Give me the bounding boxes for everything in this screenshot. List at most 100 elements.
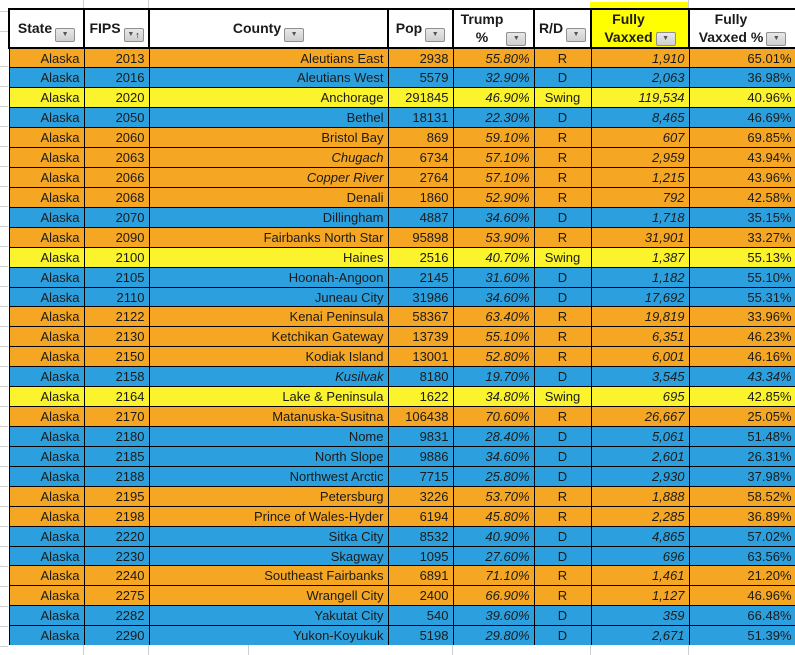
cell-fips[interactable]: 2060 xyxy=(83,127,150,149)
cell-fully-vaxxed[interactable]: 607 xyxy=(590,127,690,149)
header-state[interactable]: State ▼ xyxy=(8,8,85,49)
cell-fips[interactable]: 2070 xyxy=(83,206,150,228)
header-rd[interactable]: R/D ▼ xyxy=(533,8,592,49)
cell-fully-vaxxed[interactable]: 17,692 xyxy=(590,286,690,308)
cell-fully-vaxxed[interactable]: 1,127 xyxy=(590,585,690,607)
cell-fips[interactable]: 2020 xyxy=(83,87,150,109)
cell-fully-vaxxed[interactable]: 26,667 xyxy=(590,406,690,428)
filter-dropdown-icon[interactable]: ▼ xyxy=(566,28,587,43)
cell-state[interactable]: Alaska xyxy=(8,206,85,228)
cell-trump-pct[interactable]: 55.80% xyxy=(452,47,535,69)
cell-rd[interactable]: R xyxy=(533,47,592,69)
cell-fips[interactable]: 2230 xyxy=(83,545,150,567)
cell-state[interactable]: Alaska xyxy=(8,346,85,368)
cell-pop[interactable]: 5198 xyxy=(387,625,454,647)
cell-pop[interactable]: 4887 xyxy=(387,206,454,228)
cell-fips[interactable]: 2290 xyxy=(83,625,150,647)
cell-rd[interactable]: D xyxy=(533,286,592,308)
cell-fully-vaxxed-pct[interactable]: 43.96% xyxy=(688,167,795,188)
cell-trump-pct[interactable]: 29.80% xyxy=(452,625,535,647)
cell-fips[interactable]: 2185 xyxy=(83,445,150,467)
cell-fips[interactable]: 2105 xyxy=(83,266,150,288)
cell-fully-vaxxed-pct[interactable]: 36.98% xyxy=(688,67,795,89)
cell-fips[interactable]: 2164 xyxy=(83,386,150,408)
cell-fully-vaxxed-pct[interactable]: 57.02% xyxy=(688,525,795,547)
cell-fips[interactable]: 2198 xyxy=(83,505,150,527)
header-fully-vaxxed-pct[interactable]: Fully Vaxxed % ▼ xyxy=(688,8,795,49)
cell-pop[interactable]: 13001 xyxy=(387,346,454,368)
cell-pop[interactable]: 95898 xyxy=(387,226,454,248)
cell-state[interactable]: Alaska xyxy=(8,186,85,208)
cell-fully-vaxxed[interactable]: 6,351 xyxy=(590,326,690,348)
cell-pop[interactable]: 3226 xyxy=(387,485,454,507)
cell-state[interactable]: Alaska xyxy=(8,625,85,647)
filter-dropdown-icon[interactable]: ▼ xyxy=(506,32,527,46)
cell-pop[interactable]: 6194 xyxy=(387,505,454,527)
cell-fully-vaxxed-pct[interactable]: 42.85% xyxy=(688,386,795,408)
cell-trump-pct[interactable]: 19.70% xyxy=(452,366,535,388)
cell-pop[interactable]: 869 xyxy=(387,127,454,149)
cell-fully-vaxxed[interactable]: 1,461 xyxy=(590,565,690,587)
cell-fips[interactable]: 2110 xyxy=(83,286,150,308)
cell-rd[interactable]: D xyxy=(533,426,592,447)
cell-fully-vaxxed-pct[interactable]: 43.34% xyxy=(688,366,795,388)
cell-pop[interactable]: 1622 xyxy=(387,386,454,408)
cell-fully-vaxxed[interactable]: 695 xyxy=(590,386,690,408)
cell-trump-pct[interactable]: 46.90% xyxy=(452,87,535,109)
cell-county[interactable]: Sitka City xyxy=(148,525,389,547)
cell-trump-pct[interactable]: 39.60% xyxy=(452,605,535,627)
cell-state[interactable]: Alaska xyxy=(8,426,85,447)
cell-trump-pct[interactable]: 71.10% xyxy=(452,565,535,587)
cell-rd[interactable]: D xyxy=(533,206,592,228)
cell-state[interactable]: Alaska xyxy=(8,246,85,268)
cell-county[interactable]: Nome xyxy=(148,426,389,447)
cell-pop[interactable]: 9831 xyxy=(387,426,454,447)
cell-fully-vaxxed-pct[interactable]: 42.58% xyxy=(688,186,795,208)
cell-pop[interactable]: 291845 xyxy=(387,87,454,109)
cell-state[interactable]: Alaska xyxy=(8,87,85,109)
cell-trump-pct[interactable]: 52.90% xyxy=(452,186,535,208)
cell-fips[interactable]: 2068 xyxy=(83,186,150,208)
cell-fully-vaxxed[interactable]: 19,819 xyxy=(590,306,690,328)
cell-trump-pct[interactable]: 52.80% xyxy=(452,346,535,368)
filter-dropdown-icon[interactable]: ▼ xyxy=(766,32,787,46)
cell-county[interactable]: Denali xyxy=(148,186,389,208)
cell-fully-vaxxed-pct[interactable]: 46.96% xyxy=(688,585,795,607)
cell-rd[interactable]: D xyxy=(533,366,592,388)
cell-rd[interactable]: R xyxy=(533,565,592,587)
cell-fully-vaxxed[interactable]: 1,215 xyxy=(590,167,690,188)
header-county[interactable]: County ▼ xyxy=(148,8,389,49)
cell-rd[interactable]: D xyxy=(533,445,592,467)
cell-county[interactable]: Skagway xyxy=(148,545,389,567)
cell-rd[interactable]: Swing xyxy=(533,87,592,109)
cell-fully-vaxxed[interactable]: 3,545 xyxy=(590,366,690,388)
cell-trump-pct[interactable]: 70.60% xyxy=(452,406,535,428)
cell-trump-pct[interactable]: 57.10% xyxy=(452,147,535,169)
cell-state[interactable]: Alaska xyxy=(8,585,85,607)
header-fully-vaxxed[interactable]: Fully Vaxxed ▼ xyxy=(590,8,690,49)
cell-county[interactable]: Hoonah-Angoon xyxy=(148,266,389,288)
header-pop[interactable]: Pop ▼ xyxy=(387,8,454,49)
cell-pop[interactable]: 540 xyxy=(387,605,454,627)
cell-county[interactable]: Juneau City xyxy=(148,286,389,308)
cell-fully-vaxxed[interactable]: 4,865 xyxy=(590,525,690,547)
cell-fully-vaxxed-pct[interactable]: 51.48% xyxy=(688,426,795,447)
cell-trump-pct[interactable]: 22.30% xyxy=(452,107,535,129)
cell-trump-pct[interactable]: 34.60% xyxy=(452,206,535,228)
cell-fully-vaxxed-pct[interactable]: 26.31% xyxy=(688,445,795,467)
cell-trump-pct[interactable]: 66.90% xyxy=(452,585,535,607)
cell-state[interactable]: Alaska xyxy=(8,107,85,129)
cell-county[interactable]: Matanuska-Susitna xyxy=(148,406,389,428)
cell-rd[interactable]: R xyxy=(533,226,592,248)
cell-fips[interactable]: 2150 xyxy=(83,346,150,368)
cell-pop[interactable]: 8180 xyxy=(387,366,454,388)
cell-fully-vaxxed[interactable]: 31,901 xyxy=(590,226,690,248)
cell-fips[interactable]: 2220 xyxy=(83,525,150,547)
cell-fully-vaxxed[interactable]: 1,910 xyxy=(590,47,690,69)
cell-county[interactable]: Aleutians West xyxy=(148,67,389,89)
cell-pop[interactable]: 18131 xyxy=(387,107,454,129)
cell-state[interactable]: Alaska xyxy=(8,47,85,69)
cell-state[interactable]: Alaska xyxy=(8,127,85,149)
cell-rd[interactable]: R xyxy=(533,186,592,208)
cell-fully-vaxxed-pct[interactable]: 65.01% xyxy=(688,47,795,69)
